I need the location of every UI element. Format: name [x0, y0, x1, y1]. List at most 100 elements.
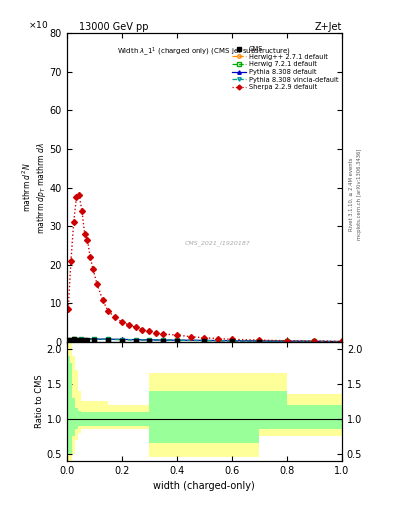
Sherpa 2.2.9 default [100, 296, 105, 303]
Herwig++ 2.7.1 default [72, 336, 76, 342]
Herwig++ 2.7.1 default [66, 337, 71, 343]
Herwig 7.2.1 default [202, 337, 207, 344]
Sherpa 2.2.9 default [202, 335, 207, 341]
Sherpa 2.2.9 default [154, 330, 159, 336]
Herwig++ 2.7.1 default [285, 338, 289, 344]
Pythia 8.308 vincia-default [106, 336, 110, 343]
Herwig++ 2.7.1 default [202, 337, 207, 344]
Text: $\times$10: $\times$10 [28, 19, 49, 30]
Herwig++ 2.7.1 default [92, 336, 97, 343]
Sherpa 2.2.9 default [161, 331, 165, 337]
Sherpa 2.2.9 default [88, 254, 93, 260]
CMS [83, 337, 87, 343]
Sherpa 2.2.9 default [113, 314, 118, 320]
Pythia 8.308 default [285, 338, 289, 344]
Sherpa 2.2.9 default [216, 335, 220, 342]
Herwig++ 2.7.1 default [230, 337, 234, 344]
Text: mcplots.cern.ch [arXiv:1306.3436]: mcplots.cern.ch [arXiv:1306.3436] [357, 149, 362, 240]
Text: Z+Jet: Z+Jet [314, 22, 342, 32]
Text: 13000 GeV pp: 13000 GeV pp [79, 22, 148, 32]
CMS [85, 337, 90, 343]
Pythia 8.308 default [106, 336, 110, 343]
CMS [77, 337, 82, 343]
Herwig 7.2.1 default [230, 338, 234, 344]
CMS [74, 336, 79, 343]
CMS [202, 338, 207, 345]
CMS [72, 336, 76, 343]
Herwig++ 2.7.1 default [106, 336, 110, 343]
Herwig 7.2.1 default [174, 337, 179, 344]
Herwig++ 2.7.1 default [257, 338, 262, 344]
Sherpa 2.2.9 default [285, 337, 289, 344]
CMS [161, 338, 165, 344]
Sherpa 2.2.9 default [85, 237, 90, 243]
Sherpa 2.2.9 default [140, 327, 145, 333]
Line: Herwig 7.2.1 default: Herwig 7.2.1 default [66, 337, 343, 344]
Sherpa 2.2.9 default [147, 328, 152, 334]
Pythia 8.308 default [161, 337, 165, 343]
CMS [68, 337, 73, 343]
Pythia 8.308 default [66, 337, 71, 343]
Herwig 7.2.1 default [340, 338, 344, 345]
Sherpa 2.2.9 default [106, 308, 110, 314]
Herwig 7.2.1 default [92, 336, 97, 343]
Herwig 7.2.1 default [66, 337, 71, 343]
Pythia 8.308 vincia-default [285, 338, 289, 344]
CMS [79, 337, 84, 343]
Sherpa 2.2.9 default [66, 306, 71, 312]
Herwig++ 2.7.1 default [147, 337, 152, 343]
CMS [106, 337, 110, 344]
Pythia 8.308 vincia-default [202, 337, 207, 344]
Pythia 8.308 default [119, 336, 124, 343]
Herwig 7.2.1 default [119, 336, 124, 343]
Line: Pythia 8.308 vincia-default: Pythia 8.308 vincia-default [66, 337, 343, 344]
Pythia 8.308 vincia-default [78, 336, 83, 342]
Pythia 8.308 default [257, 338, 262, 344]
Sherpa 2.2.9 default [77, 193, 82, 199]
Herwig++ 2.7.1 default [174, 337, 179, 344]
Herwig 7.2.1 default [133, 337, 138, 343]
Herwig 7.2.1 default [78, 336, 83, 342]
Sherpa 2.2.9 default [312, 338, 317, 344]
Pythia 8.308 vincia-default [340, 338, 344, 345]
Herwig 7.2.1 default [106, 336, 110, 343]
CMS [66, 337, 71, 343]
Pythia 8.308 vincia-default [161, 337, 165, 343]
Pythia 8.308 vincia-default [119, 336, 124, 343]
Pythia 8.308 default [202, 337, 207, 344]
X-axis label: width (charged-only): width (charged-only) [154, 481, 255, 491]
Pythia 8.308 default [147, 337, 152, 343]
Sherpa 2.2.9 default [188, 334, 193, 340]
Text: Width $\lambda\_1^1$ (charged only) (CMS jet substructure): Width $\lambda\_1^1$ (charged only) (CMS… [118, 46, 291, 58]
CMS [133, 337, 138, 344]
Pythia 8.308 default [340, 338, 344, 345]
Herwig++ 2.7.1 default [133, 337, 138, 343]
CMS [174, 338, 179, 344]
CMS [119, 337, 124, 344]
Line: Pythia 8.308 default: Pythia 8.308 default [66, 337, 343, 343]
Pythia 8.308 vincia-default [312, 338, 317, 345]
Pythia 8.308 vincia-default [72, 336, 76, 342]
Sherpa 2.2.9 default [95, 281, 99, 287]
Sherpa 2.2.9 default [72, 219, 76, 225]
Sherpa 2.2.9 default [127, 322, 131, 328]
Herwig++ 2.7.1 default [119, 336, 124, 343]
Sherpa 2.2.9 default [83, 231, 87, 237]
Sherpa 2.2.9 default [174, 332, 179, 338]
Sherpa 2.2.9 default [340, 338, 344, 345]
Pythia 8.308 vincia-default [147, 337, 152, 343]
Pythia 8.308 default [312, 338, 317, 345]
Herwig++ 2.7.1 default [78, 336, 83, 342]
Sherpa 2.2.9 default [68, 258, 73, 264]
Sherpa 2.2.9 default [119, 319, 124, 325]
CMS [147, 338, 152, 344]
Pythia 8.308 default [174, 337, 179, 344]
Herwig 7.2.1 default [72, 336, 76, 342]
Line: Sherpa 2.2.9 default: Sherpa 2.2.9 default [66, 194, 344, 344]
Y-axis label: Ratio to CMS: Ratio to CMS [35, 375, 44, 428]
Herwig++ 2.7.1 default [312, 338, 317, 345]
Herwig 7.2.1 default [312, 338, 317, 345]
CMS [230, 338, 234, 345]
Sherpa 2.2.9 default [79, 208, 84, 214]
Line: Herwig++ 2.7.1 default: Herwig++ 2.7.1 default [66, 337, 343, 344]
